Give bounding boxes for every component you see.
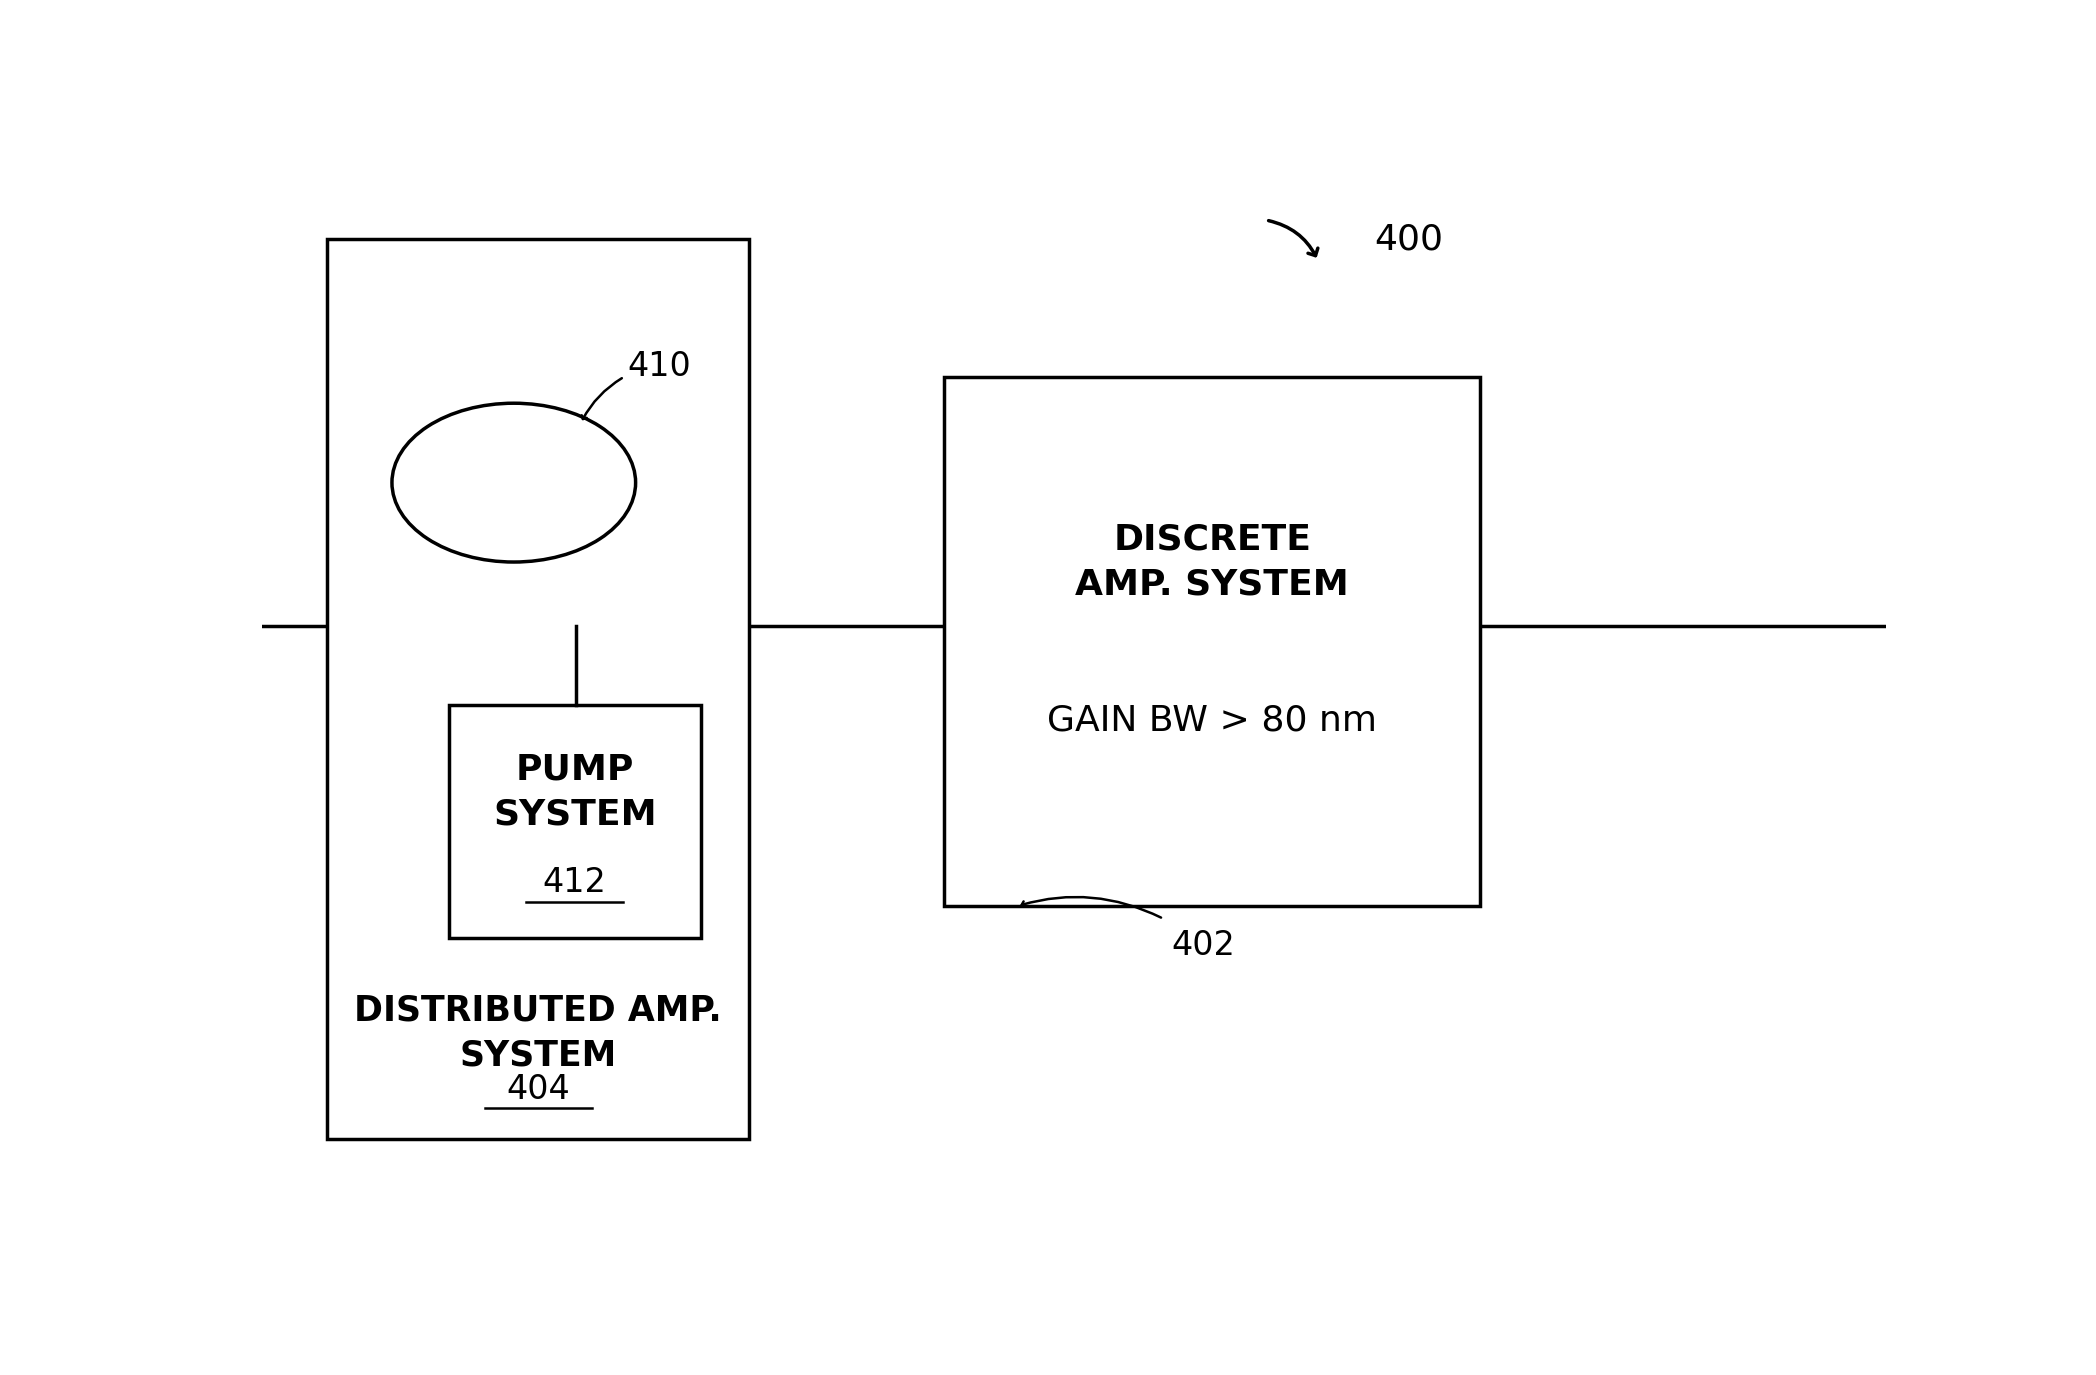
Text: 402: 402 [1172, 930, 1235, 962]
Text: DISTRIBUTED AMP.
SYSTEM: DISTRIBUTED AMP. SYSTEM [354, 994, 721, 1072]
Bar [449, 705, 700, 938]
Bar [327, 239, 750, 1138]
Text: DISCRETE
AMP. SYSTEM: DISCRETE AMP. SYSTEM [1075, 522, 1350, 601]
Text: 412: 412 [543, 866, 606, 899]
Text: 400: 400 [1375, 223, 1444, 256]
Text: GAIN BW > 80 nm: GAIN BW > 80 nm [1048, 704, 1377, 738]
Text: 410: 410 [627, 349, 692, 382]
Text: 404: 404 [507, 1072, 570, 1106]
Text: PUMP
SYSTEM: PUMP SYSTEM [493, 752, 656, 830]
Bar [943, 377, 1480, 906]
